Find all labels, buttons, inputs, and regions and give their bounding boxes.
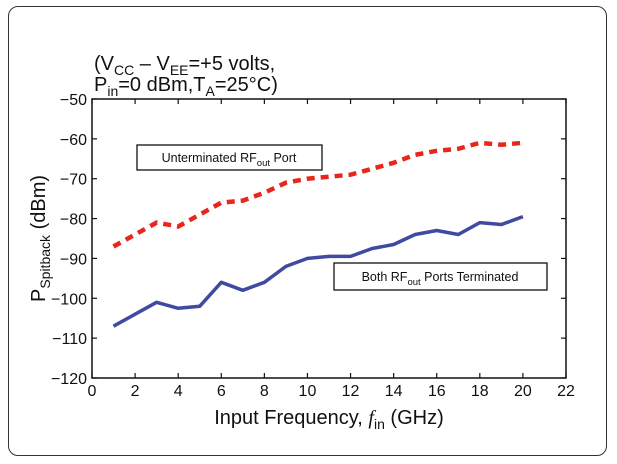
terminated-label: Both RFout Ports Terminated: [362, 270, 519, 288]
y-tick-labels: −50 −60 −70 −80 −90 −100 −110 −120: [51, 92, 87, 388]
conditions-line-2: Pin=0 dBm,TA=25°C): [94, 74, 278, 99]
y-tick-label: −60: [60, 132, 87, 149]
unterminated-label: Unterminated RFout Port: [162, 151, 297, 169]
y-tick-label: −90: [60, 251, 87, 268]
series-terminated-line: [112, 214, 524, 328]
conditions-line-1: (VCC – VEE=+5 volts,: [94, 53, 275, 78]
plot-area: [91, 98, 567, 379]
x-tick-label: 8: [260, 383, 269, 400]
x-tick-label: 14: [385, 383, 403, 400]
y-tick-label: −100: [51, 291, 87, 308]
y-tick-label: −110: [52, 331, 87, 348]
y-tick-label: −70: [60, 172, 87, 189]
chart-frame: [8, 6, 607, 456]
x-tick-label: 0: [88, 383, 97, 400]
x-tick-label: 12: [342, 383, 360, 400]
y-tick-label: −50: [60, 92, 87, 109]
series-unterminated-line: [112, 140, 524, 249]
y-tick-label: −80: [60, 212, 87, 229]
axis-ticks: [91, 98, 567, 379]
unterminated-label-box: [136, 144, 323, 171]
x-tick-label: 16: [428, 383, 446, 400]
terminated-label-box: [333, 262, 548, 291]
x-tick-label: 6: [217, 383, 226, 400]
x-tick-label: 2: [131, 383, 140, 400]
data-points: [113, 142, 523, 327]
x-tick-label: 22: [557, 383, 575, 400]
x-tick-label: 20: [514, 383, 532, 400]
y-axis-title: PSpitback (dBm): [28, 175, 53, 302]
x-tick-label: 10: [299, 383, 317, 400]
x-tick-labels: 0 2 4 6 8 10 12 14 16 18 20 22: [88, 383, 575, 400]
y-tick-label: −120: [51, 371, 87, 388]
x-tick-label: 4: [174, 383, 183, 400]
x-axis-title: Input Frequency, fin (GHz): [214, 407, 444, 432]
x-tick-label: 18: [471, 383, 489, 400]
